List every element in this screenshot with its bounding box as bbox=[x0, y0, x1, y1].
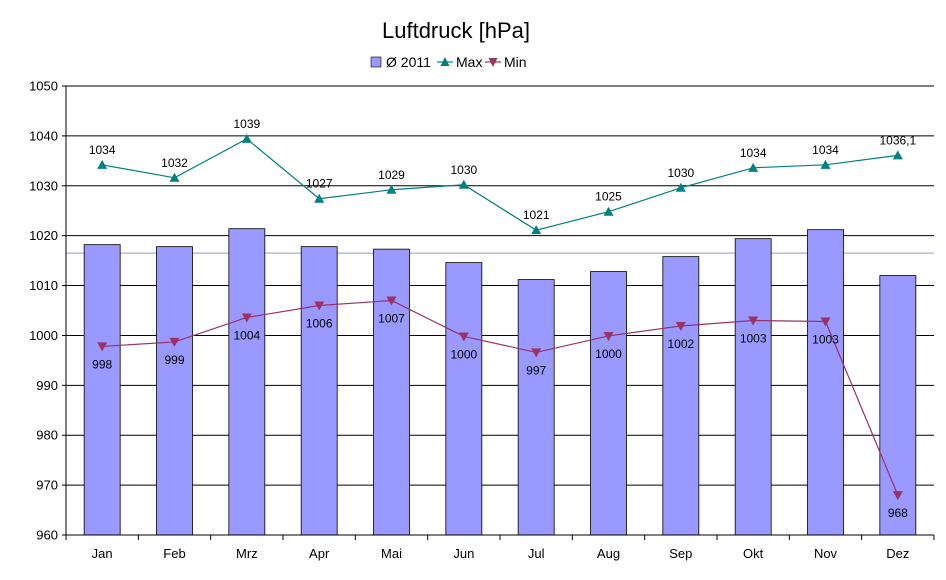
x-tick-label: Apr bbox=[309, 546, 330, 561]
marker-max bbox=[458, 179, 469, 189]
data-label-max: 1030 bbox=[667, 166, 694, 180]
marker-max bbox=[820, 159, 831, 169]
legend: Ø 2011 Max Min bbox=[370, 54, 527, 70]
legend-label-avg: Ø 2011 bbox=[386, 54, 431, 70]
bars bbox=[83, 228, 917, 536]
data-label-min: 1003 bbox=[740, 331, 767, 345]
series-line-max bbox=[102, 138, 898, 231]
x-tick-label: Jan bbox=[92, 546, 113, 561]
marker-min bbox=[241, 313, 252, 323]
x-tick-label: Jun bbox=[453, 546, 474, 561]
y-tick-label: 1050 bbox=[29, 79, 58, 94]
marker-max bbox=[386, 184, 397, 194]
data-label-min: 1004 bbox=[233, 328, 260, 342]
marker-min bbox=[97, 342, 108, 352]
legend-marker-min bbox=[488, 58, 498, 67]
x-tick-label: Mai bbox=[381, 546, 402, 561]
series-lines bbox=[97, 133, 903, 501]
marker-max bbox=[748, 162, 759, 172]
legend-marker-max bbox=[440, 57, 450, 66]
axes: 960 970 980 990 1000 1010 1020 1030 1040 1050 Jan F… bbox=[29, 79, 935, 561]
data-label-max: 1034 bbox=[740, 146, 767, 160]
data-label-max: 1036,1 bbox=[879, 133, 916, 147]
marker-min bbox=[531, 348, 542, 358]
x-tick-label: Feb bbox=[163, 546, 185, 561]
bar bbox=[445, 262, 483, 536]
legend-swatch-bar bbox=[370, 56, 382, 68]
series-line-min bbox=[102, 299, 899, 496]
marker-max bbox=[675, 182, 686, 192]
data-label-max: 1034 bbox=[812, 143, 839, 157]
data-label-max: 1034 bbox=[89, 143, 116, 157]
y-tick-label: 990 bbox=[36, 378, 58, 393]
marker-max bbox=[892, 150, 903, 160]
data-label-max: 1032 bbox=[161, 156, 188, 170]
marker-max bbox=[169, 172, 180, 182]
marker-max bbox=[531, 225, 542, 235]
x-tick-label: Jul bbox=[528, 546, 545, 561]
x-tick-label: Okt bbox=[743, 546, 764, 561]
gridlines bbox=[66, 85, 934, 486]
bar bbox=[228, 228, 266, 536]
data-label-max: 1039 bbox=[233, 117, 260, 131]
data-label-max: 1029 bbox=[378, 168, 405, 182]
marker-max bbox=[241, 133, 252, 143]
data-label-min: 1000 bbox=[450, 347, 477, 361]
marker-max bbox=[97, 159, 108, 169]
bar bbox=[807, 229, 844, 536]
data-label-min: 968 bbox=[888, 506, 908, 520]
bar bbox=[156, 246, 193, 536]
data-label-max: 1030 bbox=[450, 163, 477, 177]
y-tick-label: 1020 bbox=[29, 228, 58, 243]
marker-min bbox=[314, 301, 325, 311]
marker-min bbox=[675, 321, 686, 331]
marker-max bbox=[314, 193, 325, 203]
chart-title: Luftdruck [hPa] bbox=[382, 18, 530, 43]
bar bbox=[300, 246, 338, 536]
y-tick-label: 1000 bbox=[29, 328, 58, 343]
x-tick-label: Sep bbox=[669, 546, 692, 561]
bar bbox=[517, 279, 555, 536]
bar bbox=[662, 256, 700, 536]
marker-min bbox=[748, 316, 759, 326]
legend-label-min: Min bbox=[504, 54, 527, 70]
data-label-min: 1000 bbox=[595, 347, 622, 361]
marker-min bbox=[458, 332, 469, 342]
data-label-min: 1003 bbox=[812, 332, 839, 346]
data-label-max: 1025 bbox=[595, 190, 622, 204]
marker-min bbox=[386, 296, 397, 306]
x-tick-label: Nov bbox=[814, 546, 838, 561]
marker-max bbox=[603, 206, 614, 216]
y-tick-label: 1010 bbox=[29, 278, 58, 293]
y-tick-label: 960 bbox=[36, 528, 58, 543]
data-label-min: 1006 bbox=[306, 317, 333, 331]
y-tick-label: 1040 bbox=[29, 128, 58, 143]
x-tick-label: Dez bbox=[886, 546, 909, 561]
y-tick-label: 980 bbox=[36, 428, 58, 443]
data-labels: 1034 1032 1039 1027 1029 1030 1021 1025 1030 1034… bbox=[89, 117, 917, 520]
legend-label-max: Max bbox=[456, 54, 482, 70]
x-tick-label: Mrz bbox=[236, 546, 258, 561]
marker-min bbox=[820, 317, 831, 327]
bar bbox=[83, 244, 121, 536]
data-label-max: 1021 bbox=[523, 208, 550, 222]
data-label-max: 1027 bbox=[306, 177, 333, 191]
y-tick-label: 1030 bbox=[29, 178, 58, 193]
data-label-min: 998 bbox=[92, 357, 112, 371]
y-tick-label: 970 bbox=[36, 478, 58, 493]
data-label-min: 999 bbox=[164, 353, 184, 367]
bar bbox=[373, 248, 410, 536]
data-label-min: 1007 bbox=[378, 312, 405, 326]
bar bbox=[590, 271, 627, 536]
marker-min bbox=[892, 491, 903, 501]
marker-min bbox=[603, 331, 614, 341]
marker-min bbox=[169, 337, 180, 347]
data-label-min: 1002 bbox=[667, 337, 694, 351]
bar bbox=[734, 238, 772, 536]
data-label-min: 997 bbox=[526, 363, 546, 377]
x-tick-label: Aug bbox=[597, 546, 620, 561]
